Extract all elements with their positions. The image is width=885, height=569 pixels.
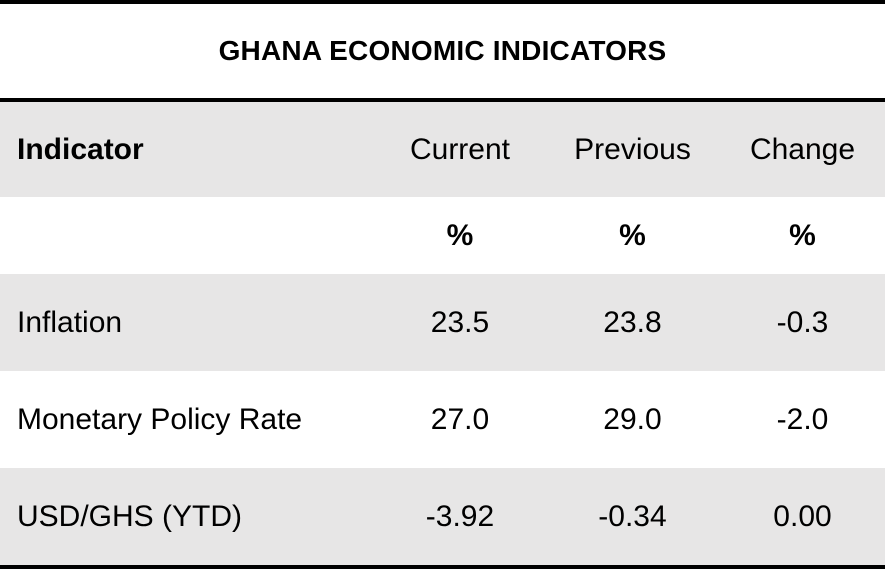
previous-value: 29.0 [603, 402, 662, 436]
current-value: 23.5 [375, 274, 545, 371]
column-header-previous: Previous [545, 102, 720, 197]
unit-indicator [0, 197, 375, 274]
header-row: Indicator Current Previous Change [0, 102, 885, 197]
column-header-indicator: Indicator [0, 102, 375, 197]
column-header-current: Current [375, 102, 545, 197]
indicators-table: Indicator Current Previous Change % % % … [0, 102, 885, 565]
units-row: % % % [0, 197, 885, 274]
indicator-name: USD/GHS (YTD) [0, 468, 375, 565]
table-title: GHANA ECONOMIC INDICATORS [218, 35, 667, 66]
indicator-name: Inflation [0, 274, 375, 371]
change-value: -2.0 [776, 402, 829, 436]
change-value: 0.00 [720, 468, 885, 565]
bottom-rule [0, 565, 885, 569]
top-rule [0, 0, 885, 4]
current-value: -3.92 [375, 468, 545, 565]
column-header-change: Change [720, 102, 885, 197]
title-rule [0, 98, 885, 102]
current-value: 27.0 [430, 402, 490, 436]
unit-previous: % [619, 218, 646, 252]
unit-change: % [789, 218, 816, 252]
unit-current: % [446, 218, 474, 252]
table-row: Monetary Policy Rate 27.0 29.0 -2.0 [0, 371, 885, 468]
previous-value: -0.34 [545, 468, 720, 565]
table-row: USD/GHS (YTD) -3.92 -0.34 0.00 [0, 468, 885, 565]
table-row: Inflation 23.5 23.8 -0.3 [0, 274, 885, 371]
change-value: -0.3 [720, 274, 885, 371]
previous-value: 23.8 [545, 274, 720, 371]
indicator-name: Monetary Policy Rate [17, 402, 303, 436]
